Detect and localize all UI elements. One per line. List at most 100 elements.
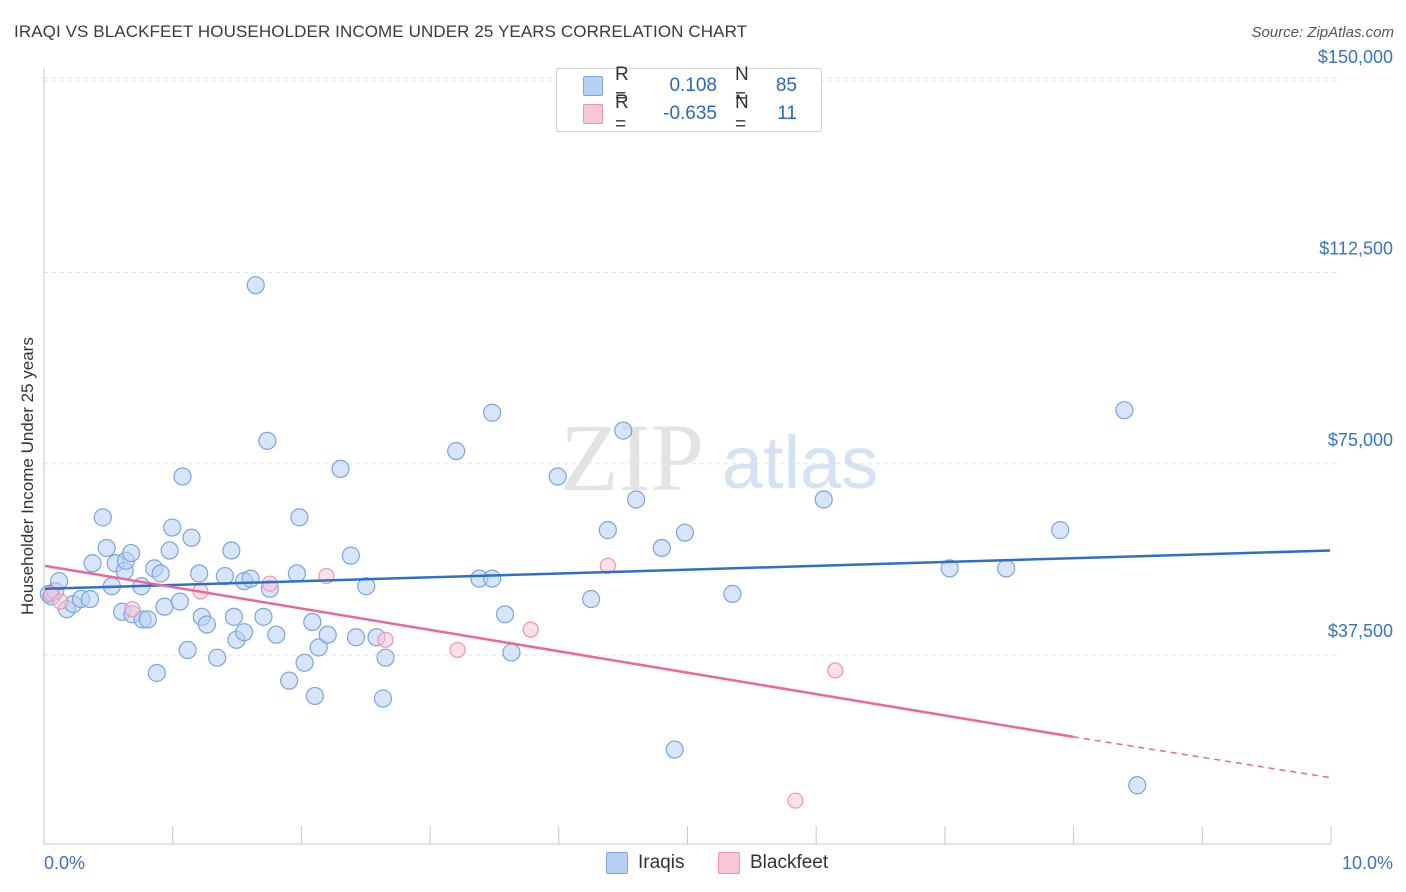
iraqis-point [614, 421, 633, 440]
iraqis-point [309, 638, 328, 657]
iraqis-point [287, 564, 306, 583]
iraqis-point [190, 564, 209, 583]
stats-legend: R = 0.108 N = 85 R = -0.635 N = 11 [556, 64, 822, 135]
iraqis-point [723, 584, 742, 604]
axis-layer [43, 68, 1332, 845]
legend-item-iraqis: Iraqis [606, 852, 684, 874]
iraqis-point [258, 431, 277, 450]
iraqis-point [138, 610, 157, 629]
iraqis-point [290, 508, 309, 527]
iraqis-point [222, 541, 241, 560]
iraqis-point [254, 607, 273, 626]
blackfeet-point [124, 601, 141, 618]
iraqis-point [1115, 401, 1134, 420]
trend-layer [44, 549, 1331, 779]
blackfeet-trend-extension [1072, 736, 1331, 779]
blackfeet-point [449, 641, 466, 659]
iraqis-point [224, 607, 243, 626]
iraqis-swatch [583, 76, 603, 96]
iraqis-point [151, 564, 170, 583]
iraqis-point [598, 521, 617, 540]
iraqis-point [93, 508, 112, 527]
iraqis-point [97, 538, 116, 558]
y-tick-label: $112,500 [1319, 238, 1393, 258]
iraqis-point [1128, 776, 1147, 795]
chart-title: IRAQI VS BLACKFEET HOUSEHOLDER INCOME UN… [14, 22, 748, 41]
iraqis-point [241, 569, 260, 588]
legend-label-blackfeet: Blackfeet [750, 852, 829, 873]
legend-n-value: 85 [775, 75, 797, 96]
blackfeet-trend-line [44, 564, 1074, 739]
iraqis-swatch [606, 852, 628, 874]
iraqis-point [346, 628, 366, 647]
tick-labels: $37,500 $75,000 $112,500 $150,000 0.0% 10.0% [44, 47, 1393, 873]
iraqis-point [502, 643, 521, 662]
x-tick-label-max: 10.0% [1342, 853, 1393, 873]
iraqis-point [376, 648, 395, 667]
iraqis-point [582, 589, 601, 609]
iraqis-point [331, 459, 350, 478]
legend-r-label: R = [615, 64, 629, 107]
legend-r-value: 0.108 [669, 75, 717, 96]
watermark-atlas: atlas [722, 421, 878, 504]
iraqis-point [341, 546, 360, 565]
iraqis-point [50, 572, 69, 591]
iraqis-point [675, 523, 695, 542]
iraqis-point [447, 441, 466, 461]
legend-label-iraqis: Iraqis [638, 852, 685, 873]
iraqis-point [665, 740, 684, 759]
iraqis-point [178, 640, 197, 660]
blackfeet-swatch [583, 104, 603, 124]
iraqis-point [280, 671, 299, 690]
x-tick-label-min: 0.0% [44, 853, 85, 873]
iraqis-point [121, 543, 141, 563]
iraqis-point [83, 554, 102, 573]
y-tick-label: $75,000 [1328, 430, 1393, 450]
iraqis-point [373, 689, 393, 708]
iraqis-point [318, 625, 337, 644]
iraqis-point [246, 276, 265, 295]
blackfeet-point [52, 593, 69, 610]
iraqis-point [173, 467, 192, 486]
iraqis-point [267, 625, 286, 644]
legend-n-value: 11 [777, 103, 797, 124]
legend-item-blackfeet: Blackfeet [718, 852, 828, 874]
iraqis-point [208, 648, 227, 667]
iraqis-point [548, 467, 567, 486]
blackfeet-point [261, 575, 278, 592]
iraqis-point [626, 490, 646, 509]
y-tick-label: $150,000 [1318, 47, 1393, 67]
iraqis-point [997, 559, 1016, 578]
blackfeet-swatch [718, 852, 740, 874]
iraqis-point [170, 592, 190, 611]
iraqis-trend-line [44, 549, 1331, 591]
blackfeet-point [522, 621, 539, 638]
points-layer [39, 276, 1147, 809]
iraqis-point [652, 538, 671, 558]
iraqis-point [495, 605, 515, 624]
blackfeet-point [599, 557, 616, 574]
iraqis-point [483, 569, 502, 588]
iraqis-point [295, 653, 314, 672]
iraqis-point [155, 597, 174, 616]
iraqis-point [197, 615, 217, 634]
legend-n-label: N = [735, 64, 749, 107]
series-legend: Iraqis Blackfeet [0, 852, 1406, 878]
blackfeet-point [377, 631, 394, 648]
source-label: Source: ZipAtlas.com [1251, 24, 1394, 41]
iraqis-point [147, 663, 166, 683]
legend-n-label: N = [735, 92, 749, 135]
iraqis-point [182, 528, 201, 547]
iraqis-point [305, 686, 324, 706]
iraqis-point [814, 490, 833, 509]
iraqis-point [1051, 521, 1070, 540]
y-tick-label: $37,500 [1328, 621, 1393, 641]
iraqis-point [163, 518, 182, 537]
iraqis-point [80, 589, 100, 609]
iraqis-point [215, 566, 234, 586]
iraqis-point [235, 623, 254, 642]
legend-r-value: -0.635 [663, 103, 717, 124]
iraqis-point [940, 559, 959, 578]
legend-r-label: R = [615, 92, 629, 135]
